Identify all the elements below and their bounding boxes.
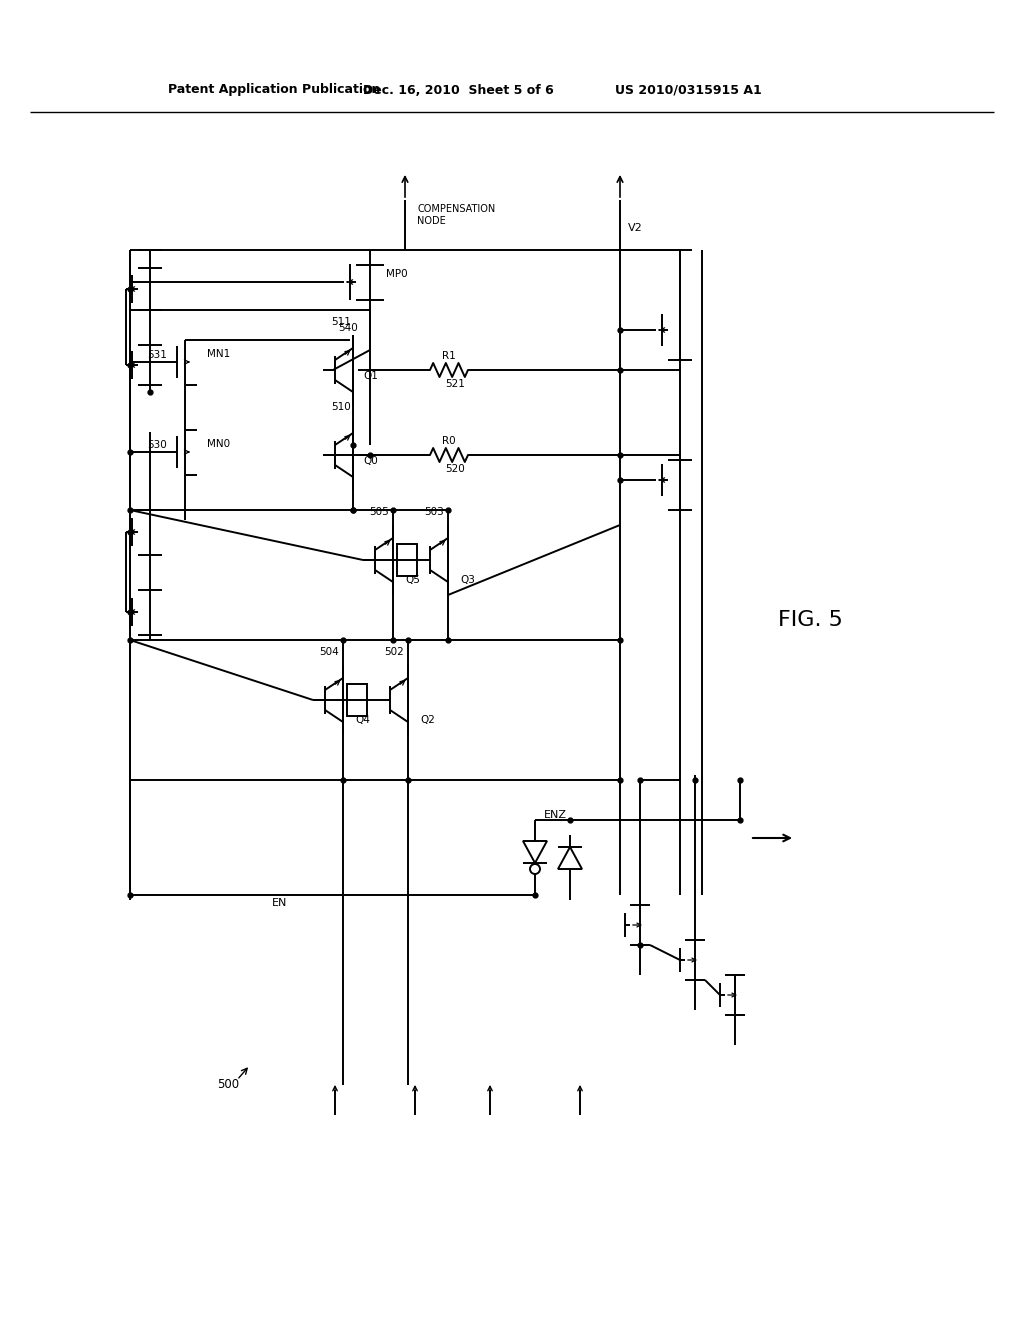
Text: MN0: MN0 — [207, 440, 230, 449]
Text: R0: R0 — [442, 436, 456, 446]
Text: Q0: Q0 — [362, 455, 378, 466]
Text: 502: 502 — [384, 647, 403, 657]
Text: 531: 531 — [147, 350, 167, 360]
Text: V2: V2 — [628, 223, 643, 234]
Text: EN: EN — [272, 898, 288, 908]
Text: 504: 504 — [319, 647, 339, 657]
Text: 503: 503 — [424, 507, 443, 517]
Text: 505: 505 — [369, 507, 389, 517]
Text: Q3: Q3 — [460, 576, 475, 585]
Text: MN1: MN1 — [207, 348, 230, 359]
Bar — [347, 684, 367, 715]
Text: US 2010/0315915 A1: US 2010/0315915 A1 — [615, 83, 762, 96]
Text: MP0: MP0 — [386, 269, 408, 279]
Text: Q4: Q4 — [355, 715, 370, 725]
Text: 521: 521 — [445, 379, 465, 389]
Text: 511: 511 — [331, 317, 351, 327]
Bar — [397, 544, 417, 576]
Text: 540: 540 — [338, 323, 358, 333]
Text: 520: 520 — [445, 465, 465, 474]
Text: Q5: Q5 — [406, 576, 420, 585]
Text: 500: 500 — [217, 1078, 239, 1092]
Text: Patent Application Publication: Patent Application Publication — [168, 83, 380, 96]
Text: COMPENSATION
NODE: COMPENSATION NODE — [417, 205, 496, 226]
Text: R1: R1 — [442, 351, 456, 360]
Text: 530: 530 — [147, 440, 167, 450]
Text: ENZ: ENZ — [544, 810, 566, 820]
Text: Q1: Q1 — [362, 371, 378, 381]
Text: FIG. 5: FIG. 5 — [777, 610, 843, 630]
Text: 510: 510 — [331, 403, 351, 412]
Text: Q2: Q2 — [420, 715, 435, 725]
Text: Dec. 16, 2010  Sheet 5 of 6: Dec. 16, 2010 Sheet 5 of 6 — [362, 83, 554, 96]
